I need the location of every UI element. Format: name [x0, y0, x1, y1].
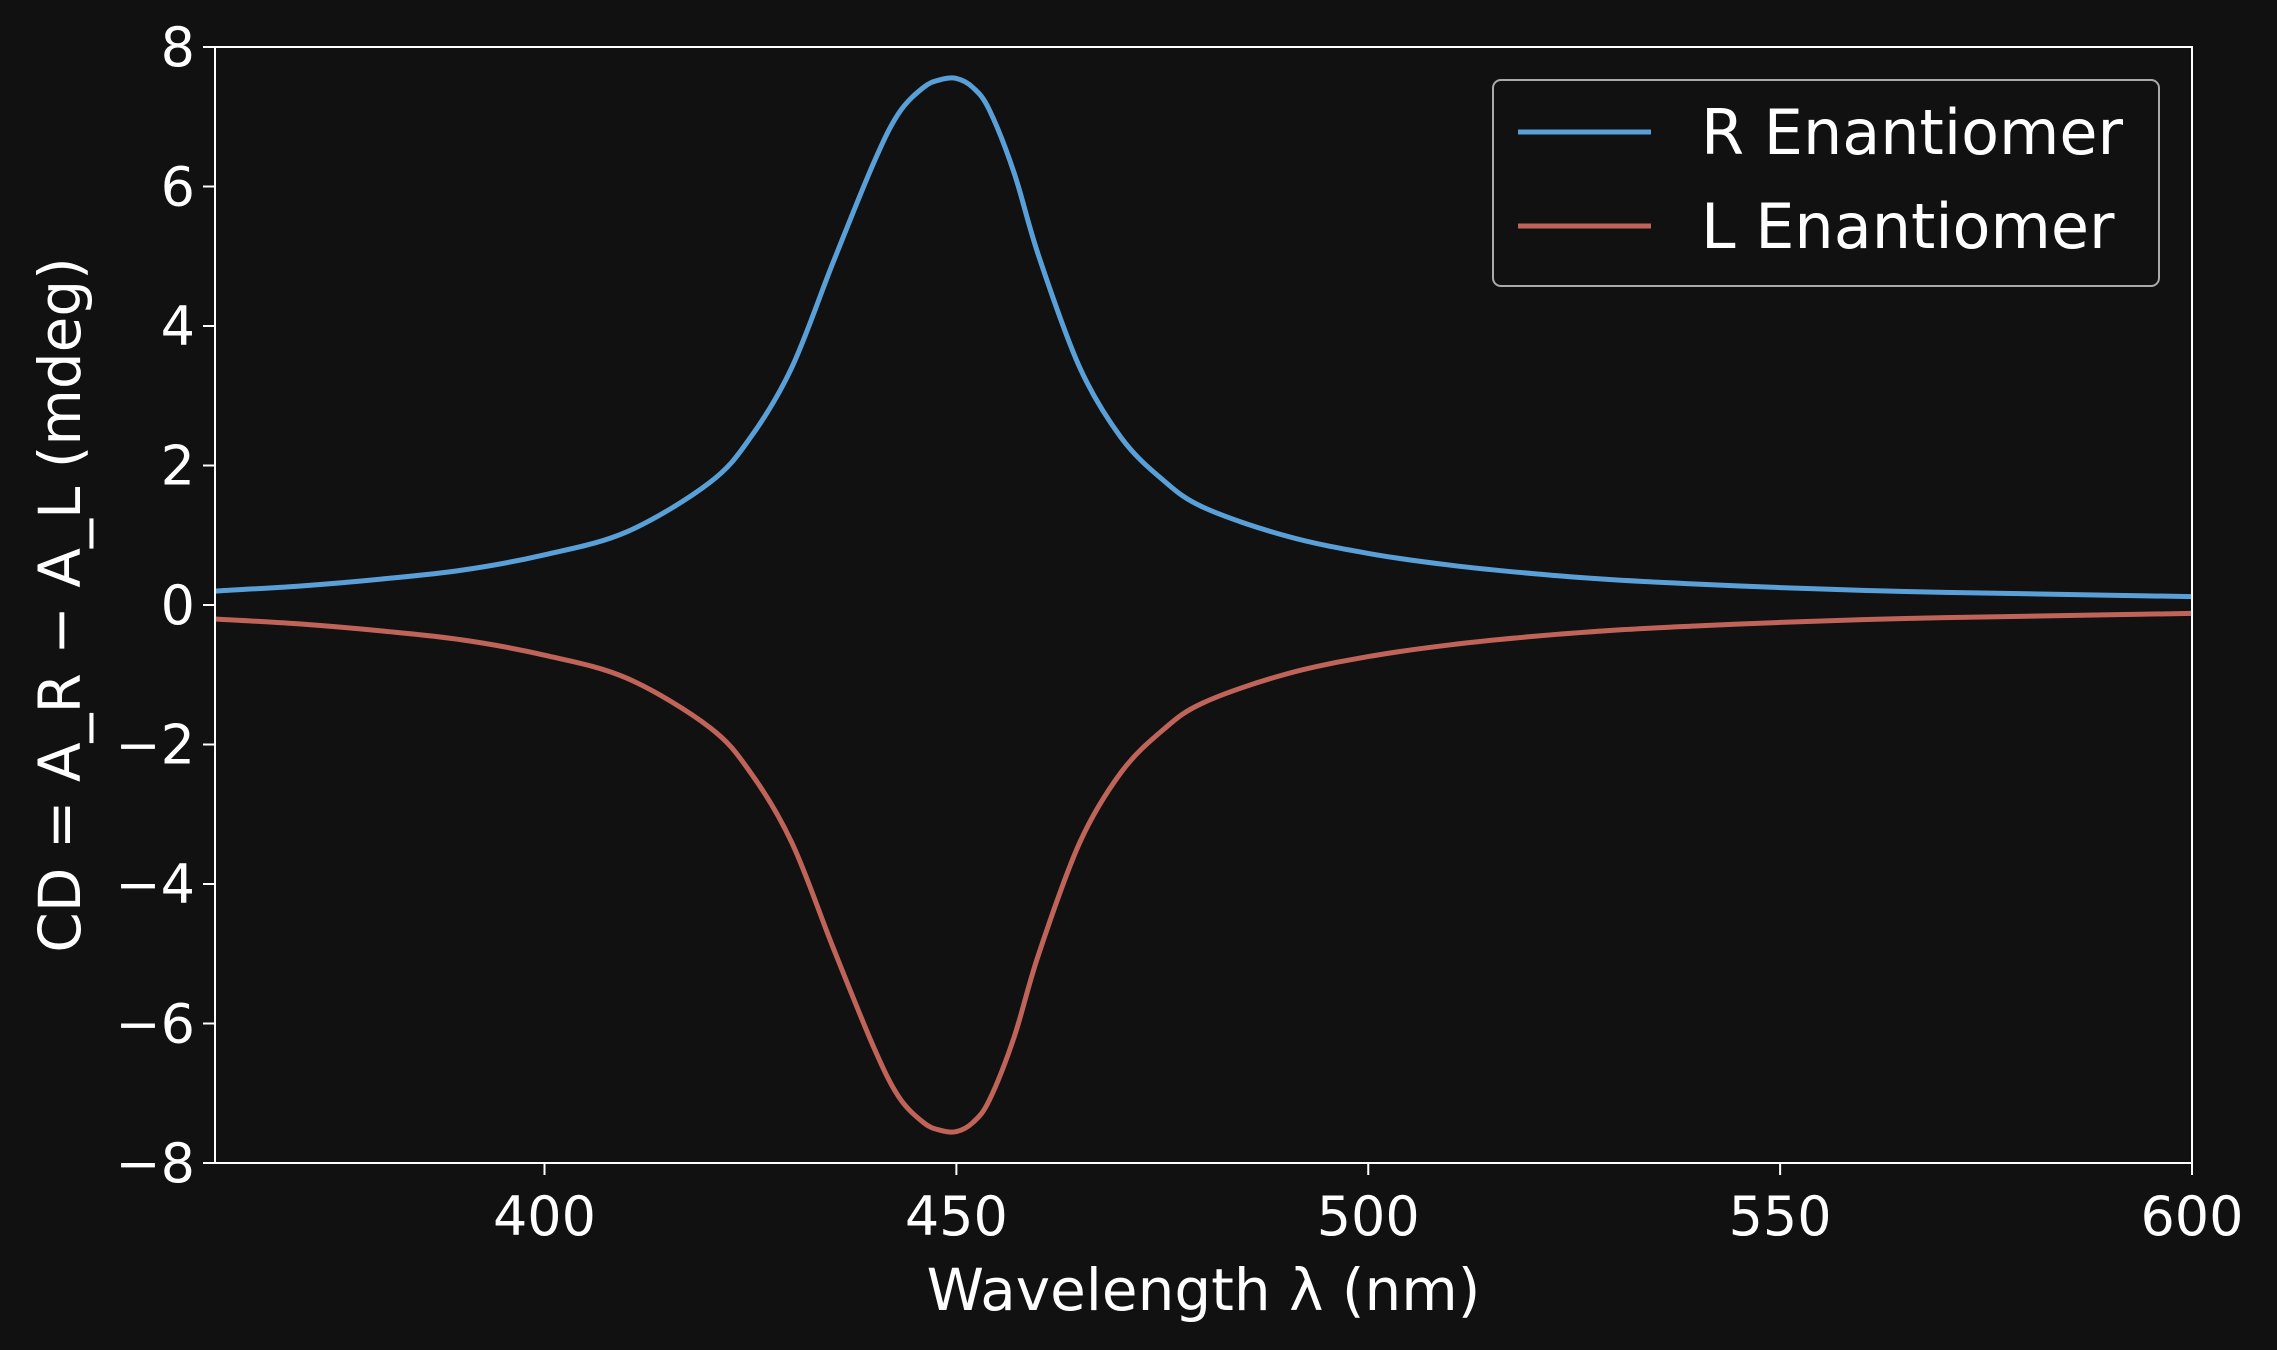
x-axis-label: Wavelength λ (nm): [927, 1256, 1481, 1324]
y-tick-label: −8: [115, 1132, 195, 1195]
y-tick-label: −2: [115, 714, 195, 777]
y-axis-label: CD = A_R − A_L (mdeg): [26, 257, 94, 953]
x-tick-label: 550: [1729, 1185, 1832, 1248]
y-tick-label: 6: [161, 156, 195, 219]
y-tick-label: −6: [115, 993, 195, 1056]
x-tick-label: 450: [905, 1185, 1008, 1248]
legend-label: L Enantiomer: [1701, 190, 2115, 263]
series-line-r-enantiomer: [214, 75, 2193, 600]
x-tick-label: 600: [2140, 1185, 2243, 1248]
y-tick-label: 2: [161, 435, 195, 498]
legend-box: [1492, 79, 2160, 287]
x-tick-label: 500: [1317, 1185, 1420, 1248]
x-tick-label: 400: [493, 1185, 596, 1248]
y-tick-label: −4: [115, 853, 195, 916]
y-tick-label: 0: [161, 574, 195, 637]
series-line-l-enantiomer: [214, 610, 2193, 1135]
legend-label: R Enantiomer: [1701, 96, 2124, 169]
y-tick-label: 4: [161, 295, 195, 358]
x-axis: 400 450 500 550 600: [493, 1163, 2244, 1248]
y-tick-label: 8: [161, 16, 195, 79]
legend: R Enantiomer L Enantiomer: [1492, 79, 2160, 287]
y-axis: −8 −6 −4 −2 0 2 4 6 8: [115, 16, 215, 1195]
